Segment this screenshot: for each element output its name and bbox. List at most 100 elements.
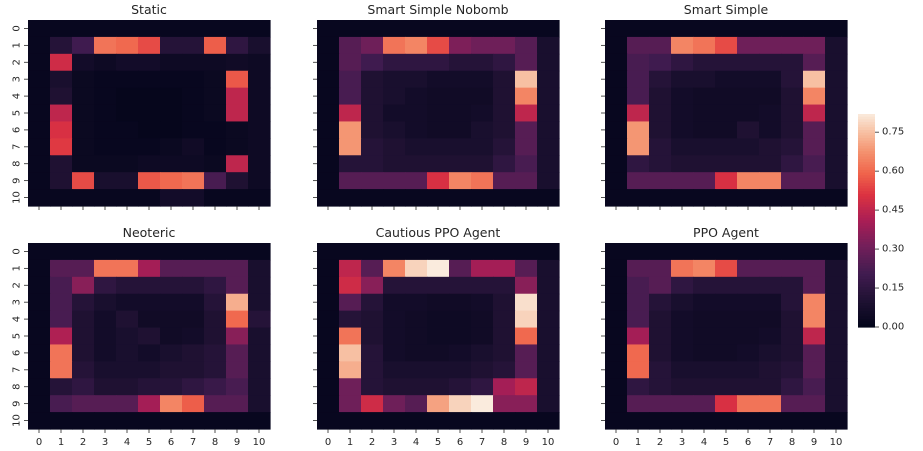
colorbar-segment <box>858 252 875 256</box>
heatmap-cell <box>248 259 271 278</box>
heatmap-cell <box>781 395 804 413</box>
heatmap-cell <box>649 276 672 295</box>
heatmap-cell <box>737 395 760 413</box>
heatmap-cell <box>226 189 249 207</box>
colorbar-segment <box>858 273 875 278</box>
heatmap-cell <box>226 70 249 89</box>
heatmap-cell <box>339 395 362 413</box>
heatmap-cell <box>427 70 450 89</box>
x-tick-label: 6 <box>457 437 463 448</box>
heatmap-cell <box>28 344 51 362</box>
colorbar-segment <box>858 260 875 264</box>
heatmap-cell <box>671 20 694 38</box>
heatmap-cell <box>803 276 826 295</box>
heatmap-cell <box>825 104 848 123</box>
heatmap-cell <box>737 361 760 379</box>
heatmap-cell <box>671 378 694 396</box>
heatmap-cell <box>759 172 782 190</box>
heatmap-cell <box>803 53 826 72</box>
heatmap-cell <box>737 36 760 55</box>
heatmap-cell <box>759 20 782 38</box>
heatmap-cell <box>116 310 139 329</box>
heatmap-cell <box>759 189 782 207</box>
heatmap-cell <box>781 327 804 346</box>
heatmap-cell <box>627 70 650 89</box>
heatmap-cell <box>693 243 716 261</box>
heatmap-cell <box>116 293 139 312</box>
heatmap-cell <box>226 53 249 72</box>
heatmap-cell <box>226 104 249 123</box>
heatmap-cell <box>72 104 95 123</box>
heatmap-cell <box>605 172 628 190</box>
heatmap-cell <box>116 378 139 396</box>
heatmap-cell <box>715 378 738 396</box>
heatmap-cell <box>471 70 494 89</box>
heatmap-cell <box>28 172 51 190</box>
heatmap-cell <box>339 310 362 329</box>
heatmap-cell <box>449 121 472 139</box>
heatmap-cell <box>803 104 826 123</box>
heatmap-cell <box>94 412 117 430</box>
heatmap-cell <box>537 276 560 295</box>
colorbar-segment <box>858 201 875 206</box>
heatmap-cell <box>204 276 227 295</box>
heatmap-cell <box>361 53 384 72</box>
heatmap-cell <box>226 327 249 346</box>
heatmap-cell <box>449 172 472 190</box>
heatmap-cell <box>537 395 560 413</box>
heatmap-cell <box>515 310 538 329</box>
x-tick-label: 0 <box>36 437 42 448</box>
heatmap-cell <box>72 155 95 173</box>
heatmap-cell <box>449 361 472 379</box>
heatmap-cell <box>605 344 628 362</box>
heatmap-cell <box>605 276 628 295</box>
heatmap-cell <box>226 138 249 156</box>
heatmap-cell <box>515 70 538 89</box>
heatmap-cell <box>383 104 406 123</box>
panel-title: Static <box>131 2 167 17</box>
heatmap-cell <box>116 395 139 413</box>
heatmap-cell <box>803 327 826 346</box>
x-tick-label: 10 <box>830 437 843 448</box>
heatmap-cell <box>339 172 362 190</box>
colorbar-segment <box>858 114 875 118</box>
heatmap-cell <box>803 412 826 430</box>
heatmap-cell <box>28 189 51 207</box>
heatmap-cell <box>471 53 494 72</box>
heatmap-cell <box>471 293 494 312</box>
heatmap-cell <box>649 293 672 312</box>
heatmap-cell <box>204 412 227 430</box>
heatmap-cell <box>759 412 782 430</box>
colorbar-segment <box>858 308 875 312</box>
x-tick-label: 6 <box>168 437 174 448</box>
heatmap-cell <box>405 293 428 312</box>
heatmap-cell <box>803 70 826 89</box>
heatmap-cell <box>182 104 205 123</box>
heatmap-cell <box>449 155 472 173</box>
heatmap-cell <box>715 243 738 261</box>
heatmap-cell <box>649 121 672 139</box>
colorbar-segment <box>858 183 875 187</box>
heatmap-cell <box>248 121 271 139</box>
heatmap-cell <box>781 189 804 207</box>
heatmap-cell <box>493 395 516 413</box>
heatmap-cell <box>737 87 760 106</box>
heatmap-cell <box>72 189 95 207</box>
heatmap-cell <box>759 378 782 396</box>
heatmap-cell <box>605 361 628 379</box>
heatmap-cell <box>715 36 738 55</box>
heatmap-cell <box>471 87 494 106</box>
heatmap-cell <box>405 70 428 89</box>
colorbar-segment <box>858 116 875 120</box>
heatmap-cell <box>825 361 848 379</box>
heatmap-cell <box>493 243 516 261</box>
colorbar-segment <box>858 159 875 163</box>
heatmap-cell <box>515 87 538 106</box>
heatmap-cell <box>493 276 516 295</box>
heatmap-cell <box>471 172 494 190</box>
y-tick-label: 10 <box>12 191 23 204</box>
heatmap-cell <box>493 344 516 362</box>
heatmap-cell <box>781 378 804 396</box>
x-tick-label: 10 <box>542 437 555 448</box>
heatmap-cell <box>515 189 538 207</box>
